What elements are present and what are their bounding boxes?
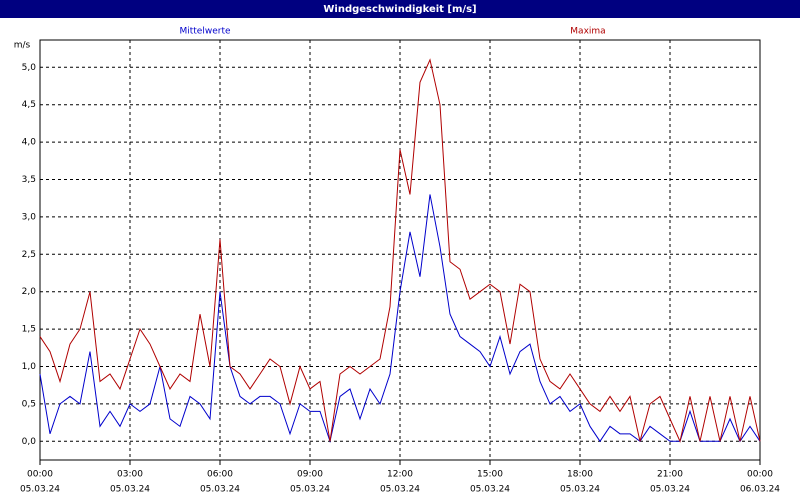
x-tick-date: 05.03.24 bbox=[290, 485, 330, 495]
x-tick-label: 00:00 bbox=[27, 470, 53, 480]
x-tick-label: 12:00 bbox=[387, 470, 413, 480]
y-tick-label: 4,5 bbox=[22, 100, 36, 110]
x-tick-label: 03:00 bbox=[117, 470, 143, 480]
legend-label: Maxima bbox=[570, 27, 605, 37]
y-axis-label: m/s bbox=[14, 41, 31, 51]
series-line bbox=[39, 58, 761, 443]
x-tick-label: 09:00 bbox=[297, 470, 323, 480]
x-tick-date: 05.03.24 bbox=[470, 485, 510, 495]
x-tick-date: 05.03.24 bbox=[380, 485, 420, 495]
y-tick-label: 2,5 bbox=[22, 250, 36, 260]
x-tick-label: 21:00 bbox=[657, 470, 683, 480]
x-tick-date: 05.03.24 bbox=[20, 485, 60, 495]
x-tick-date: 05.03.24 bbox=[200, 485, 240, 495]
legend-label: Mittelwerte bbox=[179, 27, 230, 37]
x-tick-date: 05.03.24 bbox=[650, 485, 690, 495]
y-tick-label: 3,5 bbox=[22, 175, 36, 185]
y-tick-label: 3,0 bbox=[22, 212, 37, 222]
x-tick-label: 06:00 bbox=[207, 470, 233, 480]
x-tick-label: 18:00 bbox=[567, 470, 593, 480]
y-tick-label: 4,0 bbox=[22, 138, 37, 148]
x-tick-date: 05.03.24 bbox=[110, 485, 150, 495]
x-tick-label: 00:00 bbox=[747, 470, 773, 480]
y-tick-label: 0,0 bbox=[22, 437, 37, 447]
title-bar bbox=[0, 0, 800, 18]
y-tick-label: 1,5 bbox=[22, 325, 36, 335]
y-tick-label: 5,0 bbox=[22, 63, 37, 73]
x-tick-label: 15:00 bbox=[477, 470, 503, 480]
y-tick-label: 1,0 bbox=[22, 362, 37, 372]
y-tick-label: 0,5 bbox=[22, 399, 36, 409]
x-tick-date: 05.03.24 bbox=[560, 485, 600, 495]
x-tick-date: 06.03.24 bbox=[740, 485, 780, 495]
y-tick-label: 2,0 bbox=[22, 287, 37, 297]
chart-title: Windgeschwindigkeit [m/s] bbox=[323, 4, 476, 15]
